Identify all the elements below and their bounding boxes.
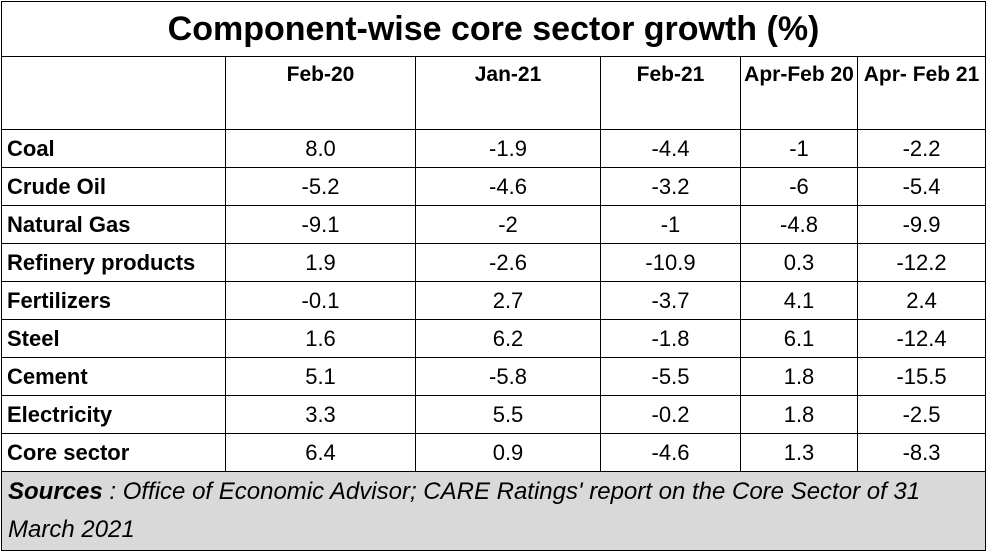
value-cell: -3.2: [600, 167, 741, 206]
column-header: Feb-21: [600, 56, 741, 130]
header-blank-cell: [1, 56, 226, 130]
source-text: : Office of Economic Advisor; CARE Ratin…: [8, 478, 921, 543]
value-cell: 3.3: [225, 395, 416, 434]
value-cell: 0.3: [740, 243, 858, 282]
row-label: Core sector: [1, 433, 226, 472]
table-row: Coal 8.0 -1.9 -4.4 -1 -2.2: [1, 129, 986, 168]
column-header: Feb-20: [225, 56, 416, 130]
value-cell: 1.3: [740, 433, 858, 472]
table-row: Fertilizers -0.1 2.7 -3.7 4.1 2.4: [1, 281, 986, 320]
value-cell: -5.8: [415, 357, 601, 396]
value-cell: -5.2: [225, 167, 416, 206]
value-cell: -0.1: [225, 281, 416, 320]
value-cell: 1.9: [225, 243, 416, 282]
table-row: Steel 1.6 6.2 -1.8 6.1 -12.4: [1, 319, 986, 358]
value-cell: -12.2: [856, 243, 986, 282]
value-cell: 1.8: [740, 357, 858, 396]
table-row: Core sector 6.4 0.9 -4.6 1.3 -8.3: [1, 433, 986, 472]
value-cell: -1.9: [415, 129, 601, 168]
value-cell: -4.6: [415, 167, 601, 206]
value-cell: -4.6: [600, 433, 741, 472]
row-label: Crude Oil: [1, 167, 226, 206]
column-header: Jan-21: [415, 56, 601, 130]
table-row: Cement 5.1 -5.8 -5.5 1.8 -15.5: [1, 357, 986, 396]
value-cell: -5.5: [600, 357, 741, 396]
value-cell: 6.1: [740, 319, 858, 358]
source-note: Sources : Office of Economic Advisor; CA…: [0, 471, 986, 551]
table-row: Refinery products 1.9 -2.6 -10.9 0.3 -12.2: [1, 243, 986, 282]
value-cell: 6.4: [225, 433, 416, 472]
column-header: Apr-Feb 20: [740, 56, 858, 130]
value-cell: -10.9: [600, 243, 741, 282]
value-cell: -12.4: [856, 319, 986, 358]
value-cell: -2.5: [856, 395, 986, 434]
table-row: Natural Gas -9.1 -2 -1 -4.8 -9.9: [1, 205, 986, 244]
value-cell: -1.8: [600, 319, 741, 358]
value-cell: -8.3: [856, 433, 986, 472]
row-label: Coal: [1, 129, 226, 168]
value-cell: -1: [600, 205, 741, 244]
value-cell: -9.1: [225, 205, 416, 244]
value-cell: 2.7: [415, 281, 601, 320]
source-label: Sources: [8, 478, 103, 505]
value-cell: 5.5: [415, 395, 601, 434]
value-cell: -0.2: [600, 395, 741, 434]
value-cell: -15.5: [856, 357, 986, 396]
value-cell: -2.6: [415, 243, 601, 282]
column-header: Apr- Feb 21: [856, 56, 986, 130]
value-cell: -5.4: [856, 167, 986, 206]
value-cell: 5.1: [225, 357, 416, 396]
table-row: Electricity 3.3 5.5 -0.2 1.8 -2.5: [1, 395, 986, 434]
value-cell: 8.0: [225, 129, 416, 168]
value-cell: 2.4: [856, 281, 986, 320]
row-label: Electricity: [1, 395, 226, 434]
row-label: Natural Gas: [1, 205, 226, 244]
value-cell: -9.9: [856, 205, 986, 244]
value-cell: 6.2: [415, 319, 601, 358]
value-cell: -1: [740, 129, 858, 168]
value-cell: 4.1: [740, 281, 858, 320]
value-cell: 1.6: [225, 319, 416, 358]
value-cell: -4.4: [600, 129, 741, 168]
value-cell: 1.8: [740, 395, 858, 434]
table-title: Component-wise core sector growth (%): [0, 1, 986, 57]
row-label: Cement: [1, 357, 226, 396]
value-cell: -4.8: [740, 205, 858, 244]
header-row: Feb-20 Jan-21 Feb-21 Apr-Feb 20 Apr- Feb…: [1, 56, 986, 130]
row-label: Fertilizers: [1, 281, 226, 320]
value-cell: -2.2: [856, 129, 986, 168]
value-cell: -2: [415, 205, 601, 244]
value-cell: -6: [740, 167, 858, 206]
value-cell: 0.9: [415, 433, 601, 472]
row-label: Refinery products: [1, 243, 226, 282]
row-label: Steel: [1, 319, 226, 358]
value-cell: -3.7: [600, 281, 741, 320]
table-row: Crude Oil -5.2 -4.6 -3.2 -6 -5.4: [1, 167, 986, 206]
